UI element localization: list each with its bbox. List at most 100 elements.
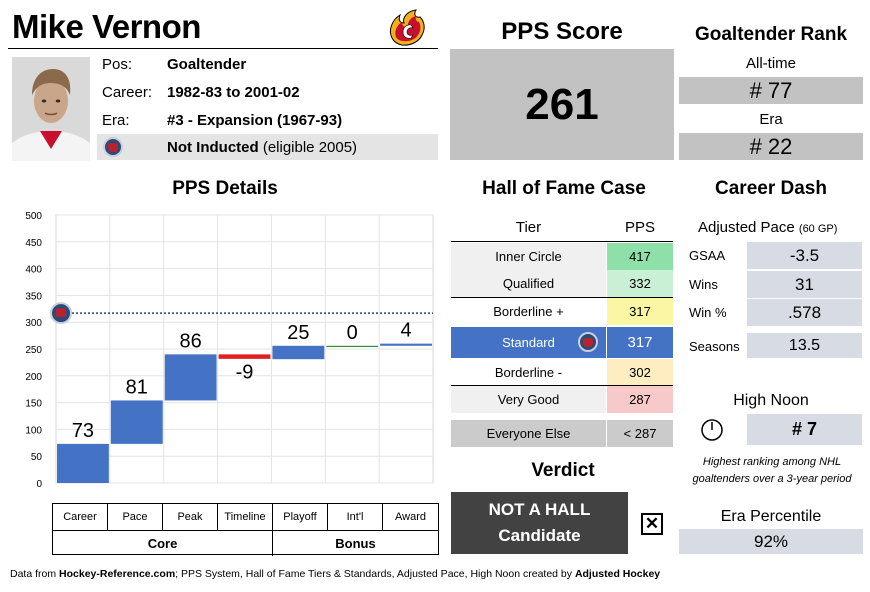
hof-case-title: Hall of Fame Case bbox=[482, 178, 646, 199]
tier-row: Very Good 287 bbox=[451, 386, 673, 413]
adjusted-pace-label: Adjusted Pace (60 GP) bbox=[698, 219, 837, 236]
bar-data-label: 73 bbox=[72, 420, 94, 442]
y-tick-label: 400 bbox=[25, 265, 42, 276]
high-noon-title: High Noon bbox=[733, 392, 809, 409]
era-rank-label: Era bbox=[759, 111, 783, 128]
y-tick-label: 50 bbox=[31, 452, 43, 463]
tier-pps: 287 bbox=[607, 386, 673, 413]
group-core: Core bbox=[53, 530, 273, 556]
bar-data-label: 4 bbox=[401, 320, 412, 342]
tier-name: Very Good bbox=[451, 386, 606, 413]
verdict-box: NOT A HALL Candidate bbox=[451, 492, 628, 554]
career-dash-title: Career Dash bbox=[715, 178, 827, 199]
bar-data-label: 86 bbox=[180, 330, 202, 352]
footer-credits: Data from Hockey-Reference.com; PPS Syst… bbox=[10, 568, 660, 580]
gsaa-label: GSAA bbox=[689, 248, 726, 263]
tier-name: Qualified bbox=[451, 270, 606, 297]
verdict-line-2: Candidate bbox=[498, 526, 581, 545]
footer-middle: ; PPS System, Hall of Fame Tiers & Stand… bbox=[175, 568, 575, 580]
win-pct-label: Win % bbox=[689, 305, 727, 320]
y-tick-label: 100 bbox=[25, 425, 42, 436]
player-photo bbox=[12, 57, 90, 161]
category-playoff: Playoff bbox=[273, 504, 328, 530]
career-value: 1982-83 to 2001-02 bbox=[167, 84, 300, 101]
hockey-hall-of-fame-icon bbox=[50, 302, 72, 325]
bar-data-label: 81 bbox=[126, 376, 148, 398]
tier-row: Everyone Else < 287 bbox=[451, 420, 673, 447]
y-tick-label: 250 bbox=[25, 345, 42, 356]
seasons-value: 13.5 bbox=[747, 333, 862, 358]
footer-creator: Adjusted Hockey bbox=[574, 568, 661, 580]
category-career: Career bbox=[53, 504, 108, 530]
y-tick-label: 200 bbox=[25, 372, 42, 383]
era-rank: # 22 bbox=[679, 133, 863, 160]
pps-details-chart: 050100150200250300350400450500738186-925… bbox=[25, 211, 434, 490]
tier-row: Standard 317 bbox=[451, 327, 673, 358]
goaltender-rank-title: Goaltender Rank bbox=[694, 24, 848, 45]
tier-pps: < 287 bbox=[607, 420, 673, 447]
pos-value: Goaltender bbox=[167, 56, 247, 73]
seasons-label: Seasons bbox=[689, 339, 740, 354]
tier-pps: 332 bbox=[607, 270, 673, 297]
tier-pps: 317 bbox=[607, 298, 673, 325]
category-pace: Pace bbox=[108, 504, 163, 530]
hof-status-value: Not Inducted bbox=[167, 139, 259, 156]
alltime-rank: # 77 bbox=[679, 77, 863, 104]
pos-label: Pos: bbox=[102, 56, 133, 73]
clock-icon bbox=[700, 418, 724, 442]
alltime-label: All-time bbox=[745, 55, 796, 72]
category-timeline: Timeline bbox=[218, 504, 273, 530]
wins-value: 31 bbox=[747, 271, 862, 298]
category-award: Award bbox=[395, 511, 426, 523]
tier-row: Borderline +317 bbox=[451, 298, 673, 325]
tier-name: Inner Circle bbox=[451, 243, 606, 270]
adjusted-pace-text: Adjusted Pace bbox=[698, 219, 795, 236]
y-tick-label: 300 bbox=[25, 318, 42, 329]
gsaa-value: -3.5 bbox=[747, 242, 862, 269]
era-percentile-value: 92% bbox=[679, 529, 863, 554]
group-bonus: Bonus bbox=[273, 530, 438, 556]
footer-source: Hockey-Reference.com bbox=[59, 568, 176, 580]
win-pct-value: .578 bbox=[747, 299, 862, 326]
flames-logo-icon bbox=[386, 8, 432, 48]
verdict-line-1: NOT A HALL bbox=[488, 500, 591, 519]
career-label: Career: bbox=[102, 84, 153, 101]
tier-row: Borderline -302 bbox=[451, 359, 673, 386]
category-intl: Int'l bbox=[328, 504, 383, 530]
pps-column-header: PPS bbox=[624, 219, 655, 236]
bar-peak bbox=[164, 354, 217, 401]
bar-award bbox=[380, 343, 432, 346]
checkbox-x-icon: ✕ bbox=[641, 513, 663, 535]
category-peak: Peak bbox=[163, 504, 218, 530]
y-tick-label: 350 bbox=[25, 291, 42, 302]
pps-details-title: PPS Details bbox=[172, 178, 278, 199]
tier-row: Inner Circle 417 bbox=[451, 243, 673, 270]
wins-label: Wins bbox=[689, 277, 718, 292]
era-label: Era: bbox=[102, 112, 130, 129]
footer-prefix: Data from bbox=[10, 568, 60, 580]
pps-score-title: PPS Score bbox=[501, 18, 623, 45]
verdict-title: Verdict bbox=[531, 460, 595, 481]
y-tick-label: 450 bbox=[25, 238, 42, 249]
tier-name: Borderline - bbox=[451, 359, 606, 386]
tier-column-header: Tier bbox=[515, 219, 542, 236]
tier-pps: 317 bbox=[607, 327, 673, 358]
tier-name: Borderline + bbox=[451, 298, 606, 325]
tier-row: Qualified 332 bbox=[451, 270, 673, 297]
bar-data-label: -9 bbox=[236, 361, 254, 383]
era-percentile-title: Era Percentile bbox=[720, 508, 822, 525]
hof-eligibility: (eligible 2005) bbox=[262, 139, 358, 156]
pps-score-value: 261 bbox=[450, 49, 674, 160]
player-name: Mike Vernon bbox=[12, 8, 201, 45]
bar-data-label: 25 bbox=[287, 322, 309, 344]
hof-status-row bbox=[97, 134, 438, 160]
high-noon-note: Highest ranking among NHL goaltenders ov… bbox=[692, 456, 852, 485]
y-tick-label: 0 bbox=[36, 479, 42, 490]
bar-timeline bbox=[218, 354, 271, 359]
bar-playoff bbox=[272, 345, 325, 360]
category-table: Career Pace Peak Timeline Playoff Int'l … bbox=[52, 503, 439, 556]
era-value: #3 - Expansion (1967-93) bbox=[167, 112, 343, 129]
bar-intl bbox=[326, 345, 379, 347]
hockey-hall-of-fame-icon bbox=[103, 137, 123, 157]
adjusted-pace-note: (60 GP) bbox=[798, 223, 838, 235]
